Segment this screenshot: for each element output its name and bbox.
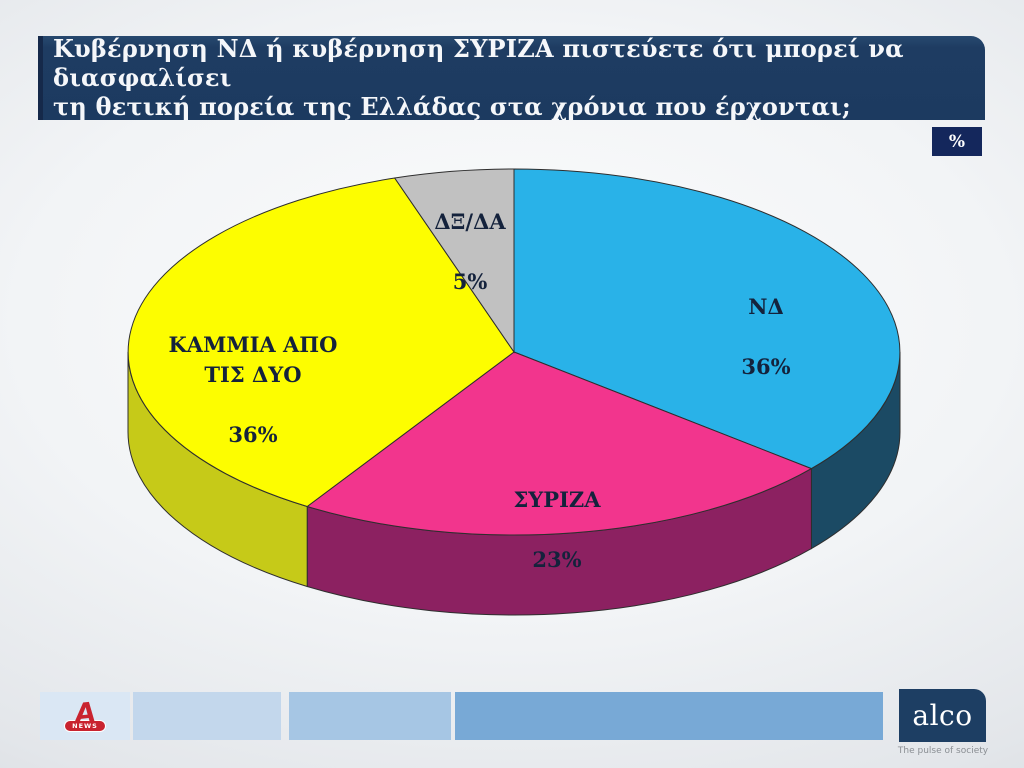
pie-label-kammia: ΚΑΜΜΙΑ ΑΠΟ ΤΙΣ ΔΥΟ 36% xyxy=(150,300,356,480)
slice-percent: 5% xyxy=(452,269,488,294)
title-bar: Κυβέρνηση ΝΔ ή κυβέρνηση ΣΥΡΙΖΑ πιστεύετ… xyxy=(38,34,985,121)
pie-label-syriza: ΣΥΡΙΖΑ 23% xyxy=(467,455,647,605)
footer-bar-1 xyxy=(133,692,281,740)
page-title: Κυβέρνηση ΝΔ ή κυβέρνηση ΣΥΡΙΖΑ πιστεύετ… xyxy=(53,33,904,121)
footer-bar-2 xyxy=(289,692,451,740)
alco-tagline: The pulse of society xyxy=(897,746,989,756)
percent-unit-badge: % xyxy=(932,127,982,156)
slice-percent: 36% xyxy=(741,354,791,379)
pie-label-dxda: ΔΞ/ΔΑ 5% xyxy=(400,177,540,327)
pie-label-nd: ΝΔ 36% xyxy=(686,262,846,412)
slice-name: ΚΑΜΜΙΑ ΑΠΟ ΤΙΣ ΔΥΟ xyxy=(168,332,338,387)
slice-percent: 23% xyxy=(532,547,582,572)
footer-bar-3 xyxy=(455,692,883,740)
slice-name: ΣΥΡΙΖΑ xyxy=(513,487,601,512)
alpha-letter-icon: A xyxy=(72,696,97,730)
slice-percent: 36% xyxy=(228,422,278,447)
alco-logo: alco xyxy=(899,689,986,742)
slice-name: ΝΔ xyxy=(748,294,784,319)
alpha-news-badge: NEWS xyxy=(64,719,106,732)
alco-logo-text: alco xyxy=(912,699,973,732)
alpha-news-logo: A NEWS xyxy=(64,696,106,732)
footer-logo-box: A NEWS xyxy=(40,692,130,740)
slice-name: ΔΞ/ΔΑ xyxy=(434,209,506,234)
